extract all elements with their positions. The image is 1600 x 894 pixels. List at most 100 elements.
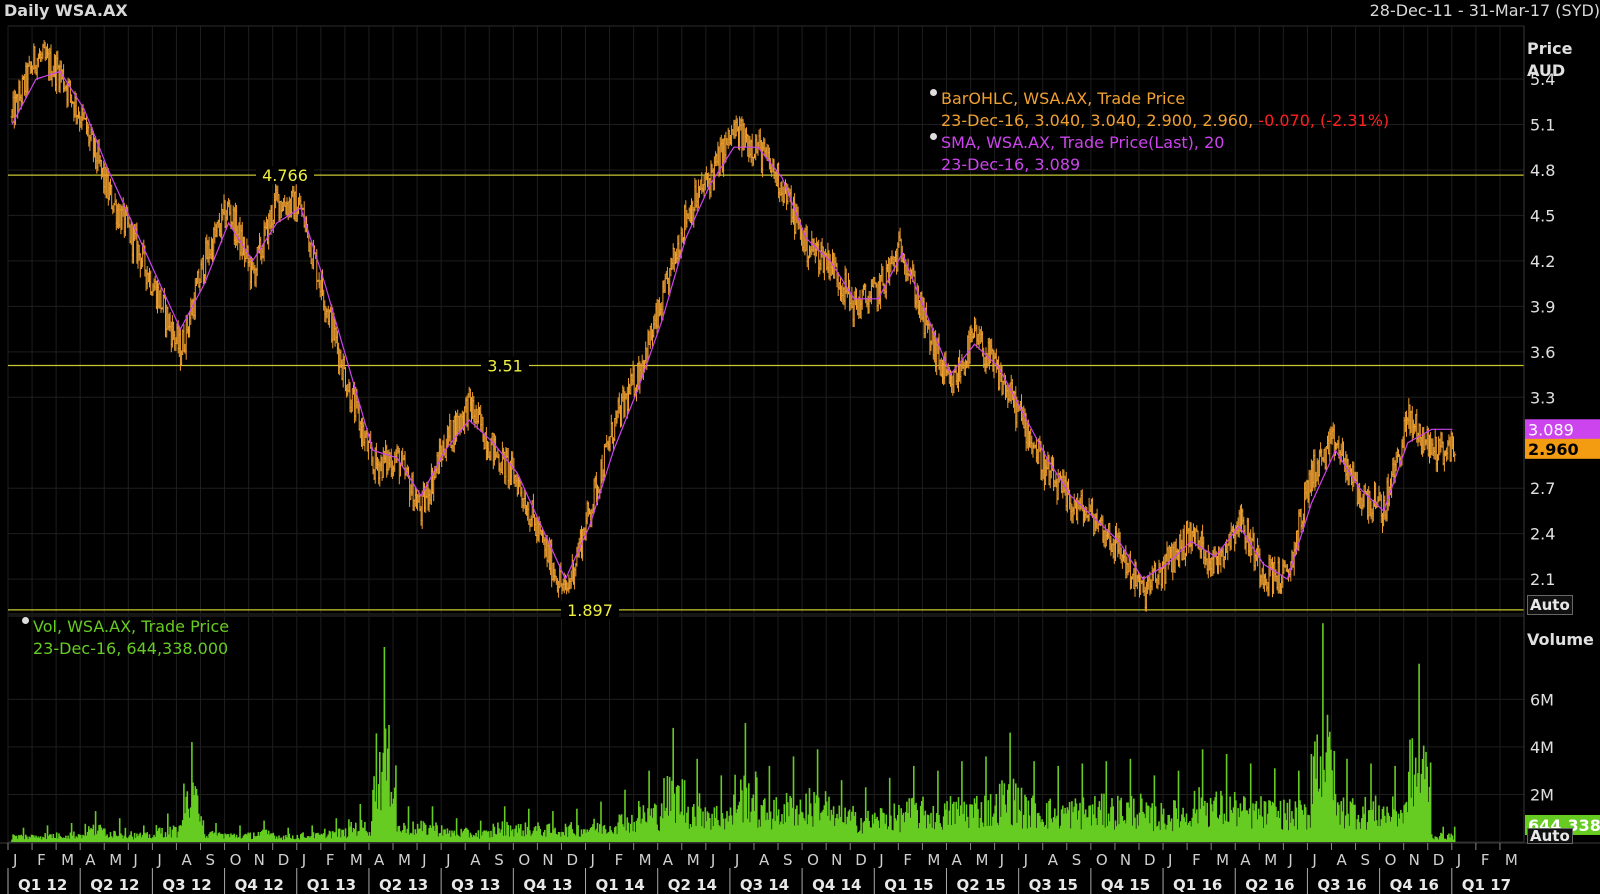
volume-bar xyxy=(414,829,417,842)
volume-bar xyxy=(77,834,80,842)
volume-bar xyxy=(432,825,435,842)
settings-icon[interactable] xyxy=(930,89,937,96)
volume-bar xyxy=(499,832,501,842)
volume-bar xyxy=(196,795,199,842)
settings-icon[interactable] xyxy=(930,133,937,140)
volume-bar xyxy=(151,838,153,842)
volume-bar xyxy=(340,837,342,842)
volume-bar xyxy=(455,818,458,842)
volume-bar xyxy=(383,647,386,842)
x-month-label: N xyxy=(1409,851,1420,869)
volume-bar xyxy=(168,834,170,842)
volume-bar xyxy=(282,835,285,842)
volume-bar xyxy=(287,827,289,842)
volume-bar xyxy=(343,836,346,842)
volume-bar xyxy=(491,837,493,842)
volume-bar xyxy=(440,825,443,842)
volume-bar xyxy=(210,831,213,842)
volume-bar xyxy=(216,835,218,842)
volume-bar xyxy=(319,834,321,842)
volume-bar xyxy=(349,826,351,842)
ohlc-bars xyxy=(10,40,1457,612)
volume-bar xyxy=(165,836,168,842)
volume-bar xyxy=(101,830,104,842)
x-month-label: M xyxy=(109,851,122,869)
volume-bar xyxy=(294,839,296,842)
volume-bar xyxy=(53,837,56,842)
volume-bar xyxy=(437,836,440,842)
volume-bar xyxy=(297,838,300,842)
volume-bar xyxy=(70,823,73,842)
volume-bar xyxy=(407,806,410,842)
volume-bar xyxy=(418,828,420,842)
volume-bar xyxy=(419,828,421,842)
volume-bar xyxy=(342,829,344,842)
volume-bar xyxy=(430,827,433,842)
volume-bar xyxy=(471,837,474,842)
sma-last-value: 3.089 xyxy=(1528,420,1574,439)
volume-bar xyxy=(114,831,116,842)
volume-bar xyxy=(415,833,418,842)
volume-bar xyxy=(61,838,64,842)
volume-bar xyxy=(212,833,215,842)
price-legend[interactable]: BarOHLC, WSA.AX, Trade Price 23-Dec-16, … xyxy=(930,88,1389,176)
volume-bar xyxy=(311,825,313,842)
auto-scale-button-volume[interactable]: Auto xyxy=(1527,828,1573,844)
volume-bar xyxy=(109,832,112,842)
volume-bar xyxy=(328,830,331,842)
volume-axis-title: Volume xyxy=(1527,630,1594,649)
volume-bar xyxy=(50,834,52,842)
volume-bar xyxy=(108,837,111,842)
volume-tick-label: 6M xyxy=(1530,690,1554,709)
volume-bar xyxy=(376,808,379,842)
volume-bar xyxy=(255,836,257,842)
volume-bar xyxy=(249,832,252,842)
x-month-label: M xyxy=(687,851,700,869)
settings-icon[interactable] xyxy=(22,617,29,624)
volume-bar xyxy=(149,837,152,842)
volume-bar xyxy=(204,837,207,842)
volume-bar xyxy=(136,833,138,842)
volume-bar xyxy=(481,835,483,842)
volume-bar xyxy=(356,835,358,842)
volume-bar xyxy=(309,837,311,842)
x-month-label: J xyxy=(1456,851,1461,869)
volume-bar xyxy=(1453,826,1456,842)
volume-bar xyxy=(438,833,441,842)
volume-bar xyxy=(439,832,442,842)
volume-bar xyxy=(236,837,239,842)
x-month-label: O xyxy=(1385,851,1397,869)
volume-bar xyxy=(44,833,46,842)
volume-bar xyxy=(267,830,270,842)
volume-bar xyxy=(159,827,161,842)
x-month-label: M xyxy=(61,851,74,869)
volume-bar xyxy=(11,839,13,842)
volume-legend-label: Vol, WSA.AX, Trade Price xyxy=(33,617,230,636)
volume-bar xyxy=(497,822,499,842)
volume-bar xyxy=(291,835,294,842)
ohlc-legend-change: -0.070, (-2.31%) xyxy=(1253,111,1390,130)
x-month-label: N xyxy=(254,851,265,869)
volume-bar xyxy=(365,830,367,842)
volume-bar xyxy=(153,834,155,842)
volume-bar xyxy=(446,828,449,842)
volume-bar xyxy=(57,838,59,842)
volume-bar xyxy=(285,835,287,842)
volume-bar xyxy=(45,839,48,842)
volume-bar xyxy=(161,828,163,842)
auto-scale-button[interactable]: Auto xyxy=(1527,595,1573,615)
volume-bar xyxy=(479,820,482,842)
volume-bar xyxy=(217,833,220,842)
volume-bar xyxy=(470,834,473,842)
volume-bar xyxy=(403,822,405,842)
volume-bar xyxy=(105,835,107,842)
volume-bar xyxy=(320,833,323,842)
volume-bar xyxy=(302,832,304,842)
volume-bar xyxy=(172,825,175,842)
volume-bar xyxy=(426,834,428,842)
x-quarter-label: Q1 12 xyxy=(18,876,67,894)
volume-legend[interactable]: Vol, WSA.AX, Trade Price 23-Dec-16, 644,… xyxy=(22,616,229,660)
volume-bar xyxy=(235,834,238,842)
close-last-value: 2.960 xyxy=(1528,440,1579,459)
